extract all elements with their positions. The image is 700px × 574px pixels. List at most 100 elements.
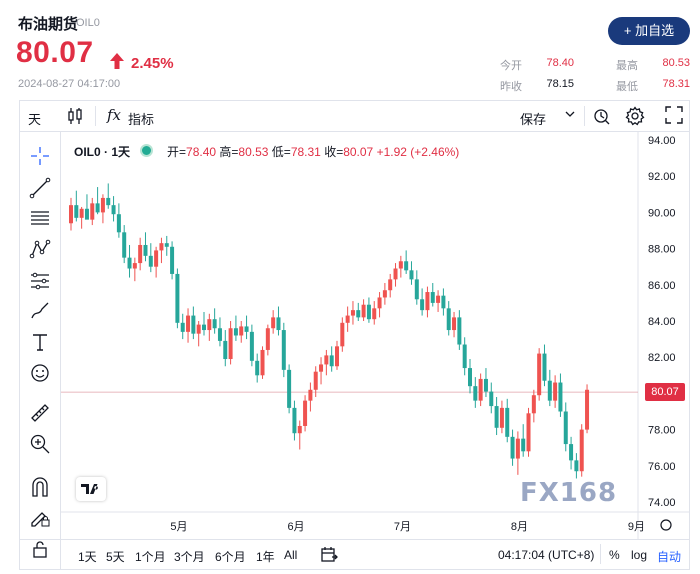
candle-body xyxy=(297,425,302,434)
crosshair-icon[interactable] xyxy=(29,145,51,167)
log-scale-toggle[interactable]: log xyxy=(631,548,648,562)
candle-body xyxy=(388,279,393,291)
indicators-button[interactable]: 指标 xyxy=(128,112,155,127)
candle-body xyxy=(143,244,148,256)
candle-body xyxy=(515,438,520,459)
range-button-3个月[interactable]: 3个月 xyxy=(174,550,205,564)
candle-body xyxy=(170,246,175,274)
candle-body xyxy=(521,438,526,452)
candle-body xyxy=(436,295,441,303)
candle-body xyxy=(175,273,180,323)
legend-open-value: 78.40 xyxy=(186,145,217,159)
candle-body xyxy=(186,315,191,332)
instrument-code: OIL0 xyxy=(76,17,100,29)
candle-body xyxy=(116,214,121,233)
candle-body xyxy=(100,197,105,213)
emoji-icon[interactable] xyxy=(29,362,51,384)
candle-body xyxy=(154,250,159,267)
fx-icon[interactable]: fx xyxy=(107,106,122,124)
add-watchlist-button[interactable]: + 加自选 xyxy=(608,17,690,45)
range-button-5天[interactable]: 5天 xyxy=(106,550,125,564)
goto-date-icon[interactable] xyxy=(320,545,338,568)
range-button-All[interactable]: All xyxy=(284,548,298,562)
candle-body xyxy=(414,279,419,300)
market-status-dot xyxy=(140,144,154,157)
candle-body xyxy=(457,317,462,345)
candle-body xyxy=(90,203,95,220)
percent-scale-toggle[interactable]: % xyxy=(609,548,620,562)
candle-body xyxy=(499,407,504,428)
range-button-1天[interactable]: 1天 xyxy=(78,550,97,564)
axis-settings-icon xyxy=(660,519,672,531)
candle-body xyxy=(79,208,84,218)
zoom-in-icon[interactable] xyxy=(29,433,51,455)
clock-time[interactable]: 04:17:04 (UTC+8) xyxy=(498,548,595,562)
candle-body xyxy=(340,322,345,347)
chevron-down-icon[interactable] xyxy=(565,109,575,122)
pattern-icon[interactable] xyxy=(29,238,51,260)
y-tick-label: 78.00 xyxy=(648,425,676,437)
alert-icon[interactable] xyxy=(592,106,612,131)
candle-body xyxy=(95,203,100,213)
up-arrow-icon xyxy=(109,52,125,75)
change-percent: 2.45% xyxy=(131,55,174,72)
trendline-icon[interactable] xyxy=(29,177,51,199)
candle-body xyxy=(313,371,318,390)
auto-scale-toggle[interactable]: 自动 xyxy=(657,550,682,564)
candle-body xyxy=(148,255,153,267)
candlestick-icon[interactable] xyxy=(67,106,83,131)
lock-icon[interactable] xyxy=(29,538,51,560)
candle-body xyxy=(404,261,409,271)
prediction-icon[interactable] xyxy=(29,269,51,291)
tradingview-logo-icon[interactable] xyxy=(76,477,106,501)
y-tick-label: 86.00 xyxy=(648,280,676,292)
candle-body xyxy=(372,308,377,320)
candle-body xyxy=(473,386,478,401)
drawing-toolbar xyxy=(20,132,61,569)
brush-icon[interactable] xyxy=(29,300,51,322)
legend-close-value: 80.07 xyxy=(343,145,374,159)
text-icon[interactable] xyxy=(29,331,51,353)
toolbar-divider xyxy=(95,106,96,126)
lock-draw-icon[interactable] xyxy=(29,506,51,528)
candle-body xyxy=(223,340,228,360)
range-button-1个月[interactable]: 1个月 xyxy=(135,550,166,564)
candle-body xyxy=(111,205,116,215)
range-button-1年[interactable]: 1年 xyxy=(256,550,275,564)
candle-body xyxy=(446,308,451,331)
candle-body xyxy=(202,324,206,331)
magnet-icon[interactable] xyxy=(29,476,51,498)
x-tick-label: 7月 xyxy=(394,521,411,533)
fib-icon[interactable] xyxy=(29,207,51,229)
bottom-toolbar xyxy=(20,539,689,570)
save-button[interactable]: 保存 xyxy=(520,112,547,127)
candle-body xyxy=(574,460,579,472)
fx168-watermark: FX168 xyxy=(520,478,618,508)
candle-body xyxy=(292,407,297,434)
legend-high-value: 80.53 xyxy=(238,145,269,159)
instrument-name: 布油期货 xyxy=(18,16,79,33)
toolbar-divider xyxy=(600,544,601,564)
fullscreen-icon[interactable] xyxy=(665,106,683,129)
chart-legend: OIL0 · 1天 开=78.40 高=80.53 低=78.31 收=80.07… xyxy=(74,143,459,160)
candle-body xyxy=(122,232,127,258)
candle-body xyxy=(356,310,361,318)
gear-icon[interactable] xyxy=(625,106,645,131)
y-tick-label: 92.00 xyxy=(648,171,676,183)
candle-body xyxy=(585,389,590,430)
candle-body xyxy=(483,378,488,392)
toolbar-divider xyxy=(584,106,585,126)
ruler-icon[interactable] xyxy=(29,402,51,424)
candle-body xyxy=(191,315,196,334)
candle-body xyxy=(350,310,355,316)
interval-button[interactable]: 天 xyxy=(28,112,42,127)
range-button-6个月[interactable]: 6个月 xyxy=(215,550,246,564)
candle-body xyxy=(69,205,73,224)
chart-widget xyxy=(19,100,690,570)
candle-body xyxy=(382,290,387,298)
legend-low-key: 低= xyxy=(271,145,291,159)
candle-body xyxy=(462,344,467,369)
candle-body xyxy=(84,208,89,220)
candle-body xyxy=(244,326,249,332)
candle-body xyxy=(547,380,552,401)
